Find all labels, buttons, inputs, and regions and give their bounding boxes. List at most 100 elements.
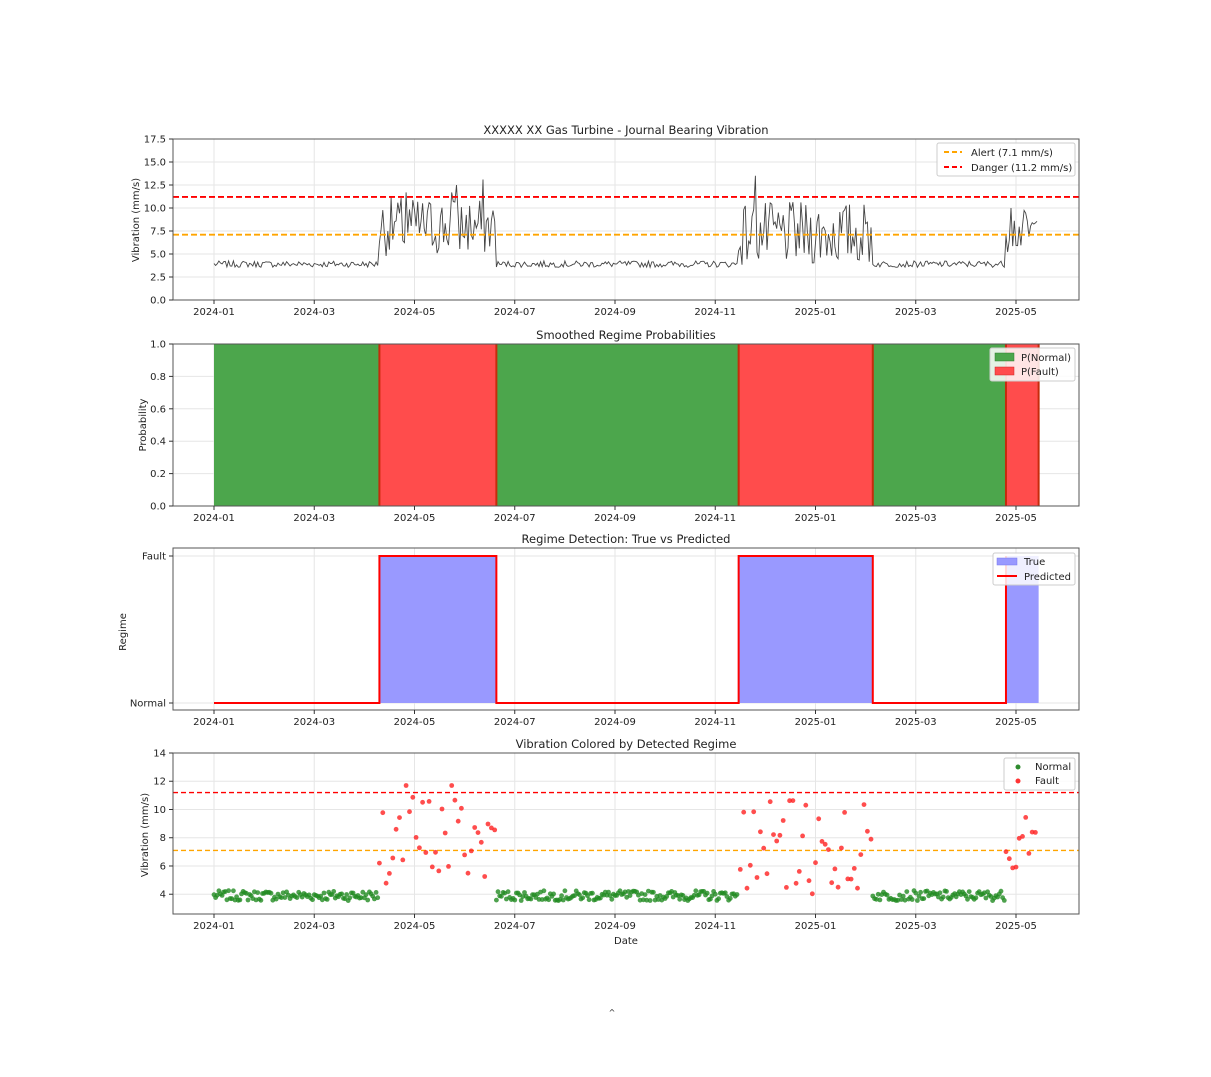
chart-2-legend: P(Normal) P(Fault): [989, 347, 1076, 382]
x-tick-label: 2024-11: [694, 921, 736, 932]
chart-1-axes-frame: [172, 138, 1080, 301]
chart-1-title: XXXXX XX Gas Turbine - Journal Bearing V…: [483, 123, 768, 137]
legend-p-normal: P(Normal): [1021, 353, 1071, 364]
chart-4-ylabel: Vibration (mm/s): [140, 793, 151, 877]
x-tick-label: 2025-03: [895, 307, 937, 318]
y-tick-label: 12.5: [144, 181, 166, 192]
y-tick-label: 2.5: [150, 273, 166, 284]
x-tick-label: 2024-05: [394, 513, 436, 524]
x-tick-label: 2024-03: [293, 513, 335, 524]
y-tick-label: 10: [153, 805, 166, 816]
y-tick-label: Fault: [142, 552, 166, 563]
y-tick-label: 7.5: [150, 227, 166, 238]
chart-3-grid: [173, 548, 1079, 710]
y-tick-label: 0.6: [150, 404, 166, 415]
x-tick-label: 2024-07: [494, 921, 536, 932]
chart-3-title: Regime Detection: True vs Predicted: [522, 532, 731, 546]
chart-1-legend: Alert (7.1 mm/s) Danger (11.2 mm/s): [936, 142, 1076, 177]
chart-3-y-ticks: Normal Fault: [130, 552, 173, 710]
x-tick-label: 2024-09: [594, 921, 636, 932]
y-tick-label: 1.0: [150, 340, 166, 351]
y-tick-label: Normal: [130, 699, 166, 710]
x-tick-label: 2024-01: [193, 513, 235, 524]
y-tick-label: 0.8: [150, 372, 166, 383]
x-tick-label: 2024-11: [694, 717, 736, 728]
y-tick-label: 14: [153, 749, 166, 760]
x-tick-label: 2024-05: [394, 921, 436, 932]
chart-3-x-ticks: 2024-01 2024-03 2024-05 2024-07 2024-09 2024-…: [193, 710, 1037, 728]
x-tick-label: 2024-11: [694, 513, 736, 524]
y-tick-label: 0.2: [150, 469, 166, 480]
chart-4-title: Vibration Colored by Detected Regime: [516, 737, 737, 751]
x-tick-label: 2024-01: [193, 307, 235, 318]
y-tick-label: 4: [160, 890, 166, 901]
chart-regime-probabilities: Smoothed Regime Probabilities 0.00.20.40…: [138, 328, 1080, 524]
x-tick-label: 2024-09: [594, 307, 636, 318]
x-tick-label: 2025-05: [995, 921, 1037, 932]
x-tick-label: 2024-09: [594, 717, 636, 728]
x-tick-label: 2024-03: [293, 717, 335, 728]
chart-4-x-ticks: 2024-01 2024-03 2024-05 2024-07 2024-09 2024-…: [193, 914, 1037, 932]
chart-4-legend: Normal Fault: [1003, 757, 1076, 791]
x-tick-label: 2024-05: [394, 307, 436, 318]
x-tick-label: 2024-05: [394, 717, 436, 728]
x-tick-label: 2025-05: [995, 513, 1037, 524]
y-tick-label: 17.5: [144, 135, 166, 146]
chart-1-ylabel: Vibration (mm/s): [131, 178, 142, 262]
y-tick-label: 5.0: [150, 250, 166, 261]
y-tick-label: 8: [160, 833, 166, 844]
chart-1-plot-area: [173, 175, 1079, 269]
legend-true: True: [1023, 557, 1045, 568]
legend-danger: Danger (11.2 mm/s): [971, 163, 1072, 174]
x-tick-label: 2025-03: [895, 513, 937, 524]
chart-2-ylabel: Probability: [138, 398, 149, 451]
x-tick-label: 2025-01: [795, 307, 837, 318]
x-tick-label: 2024-01: [193, 717, 235, 728]
y-tick-label: 0.0: [150, 502, 166, 513]
chart-regime-detection: Regime Detection: True vs Predicted Norm…: [118, 532, 1080, 728]
chart-4-axes-frame: [172, 752, 1080, 915]
x-tick-label: 2024-07: [494, 307, 536, 318]
chart-2-title: Smoothed Regime Probabilities: [536, 328, 716, 342]
chart-2-x-ticks: 2024-01 2024-03 2024-05 2024-07 2024-09 2024-…: [193, 506, 1037, 524]
x-tick-label: 2025-03: [895, 717, 937, 728]
legend-normal: Normal: [1035, 762, 1071, 773]
chart-1-x-ticks: 2024-01 2024-03 2024-05 2024-07 2024-09 2024-…: [193, 300, 1037, 318]
chart-3-axes-frame: [172, 547, 1080, 711]
x-tick-label: 2024-03: [293, 921, 335, 932]
y-tick-label: 10.0: [144, 204, 166, 215]
chart-4-xlabel: Date: [614, 936, 638, 947]
x-tick-label: 2024-09: [594, 513, 636, 524]
y-tick-label: 15.0: [144, 158, 166, 169]
chart-vibration-timeseries: XXXXX XX Gas Turbine - Journal Bearing V…: [131, 123, 1080, 318]
x-tick-label: 2024-11: [694, 307, 736, 318]
chart-2-axes-frame: [172, 343, 1080, 507]
legend-predicted: Predicted: [1024, 572, 1071, 583]
chart-3-plot-area: [214, 555, 1039, 704]
x-tick-label: 2024-03: [293, 307, 335, 318]
chart-4-y-ticks: 4 6 8 10 12 14: [153, 749, 173, 901]
x-tick-label: 2025-01: [795, 921, 837, 932]
x-tick-label: 2024-07: [494, 717, 536, 728]
x-tick-label: 2025-01: [795, 513, 837, 524]
y-tick-label: 6: [160, 861, 166, 872]
x-tick-label: 2025-03: [895, 921, 937, 932]
x-tick-label: 2024-07: [494, 513, 536, 524]
chart-2-y-ticks: 0.0 0.2 0.4 0.6 0.8 1.0: [150, 340, 173, 513]
chart-4-plot-area: [173, 783, 1079, 903]
x-tick-label: 2025-01: [795, 717, 837, 728]
y-tick-label: 0.4: [150, 437, 166, 448]
legend-fault: Fault: [1035, 776, 1059, 787]
x-tick-label: 2025-05: [995, 717, 1037, 728]
y-tick-label: 0.0: [150, 296, 166, 307]
legend-alert: Alert (7.1 mm/s): [971, 148, 1053, 159]
y-tick-label: 12: [153, 777, 166, 788]
footer-mark: ^: [609, 1008, 616, 1017]
chart-3-legend: True Predicted: [992, 552, 1076, 586]
chart-3-ylabel: Regime: [118, 613, 129, 651]
x-tick-label: 2025-05: [995, 307, 1037, 318]
chart-1-y-ticks: 0.0 2.5 5.0 7.5 10.0 12.5 15.0 17.5: [144, 135, 173, 307]
legend-p-fault: P(Fault): [1021, 367, 1059, 378]
x-tick-label: 2024-01: [193, 921, 235, 932]
